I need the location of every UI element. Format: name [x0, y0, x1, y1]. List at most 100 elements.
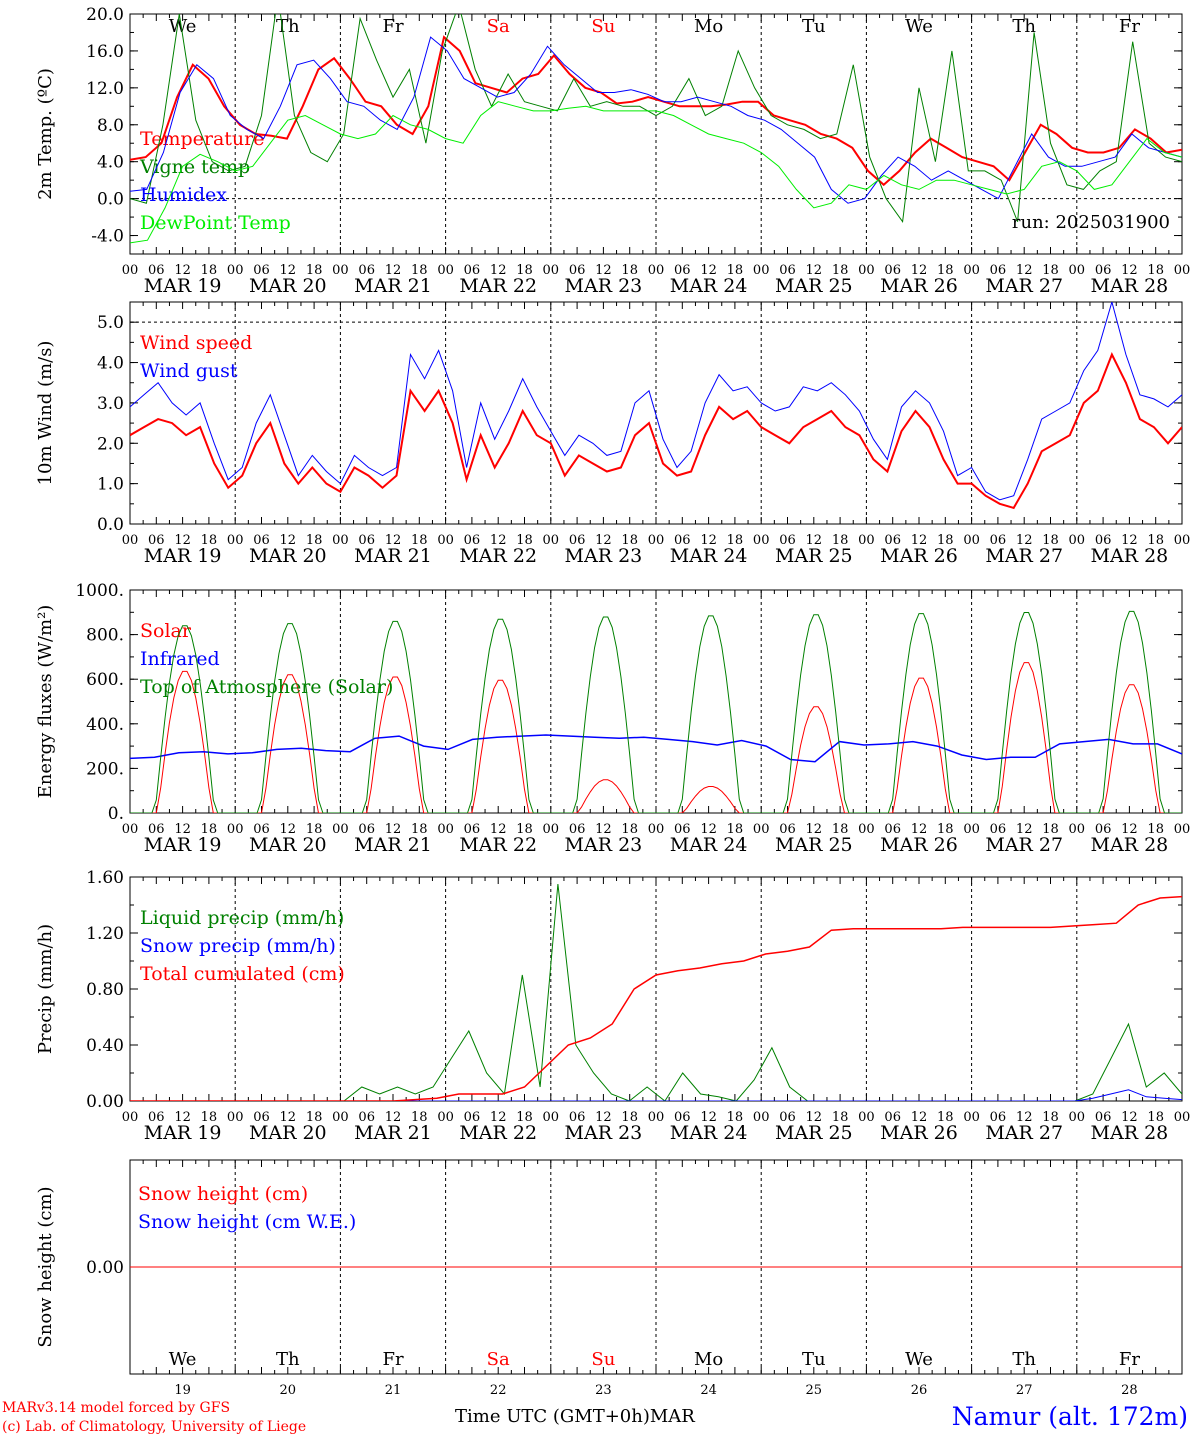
date-label: MAR 27	[985, 545, 1063, 567]
series-line-temperature	[130, 35, 1182, 187]
weekday-label: Mo	[694, 16, 723, 37]
hour-label: 18	[201, 263, 218, 278]
date-label: MAR 26	[880, 834, 958, 856]
y-tick-label: 2.0	[97, 434, 124, 454]
hour-label: 18	[201, 822, 218, 837]
hour-label: 00	[122, 263, 139, 278]
date-label: MAR 20	[249, 275, 327, 297]
hour-label: 06	[358, 1110, 375, 1125]
hour-label: 12	[1016, 1110, 1033, 1125]
date-label: MAR 26	[880, 275, 958, 297]
hour-label: 06	[569, 1110, 586, 1125]
legend-entry: Top of Atmosphere (Solar)	[140, 676, 393, 698]
legend-entry: Liquid precip (mm/h)	[140, 907, 344, 929]
day-number-label: 19	[174, 1383, 191, 1398]
series-line-wind-gust	[130, 302, 1182, 501]
weekday-label: Fr	[1119, 16, 1140, 37]
hour-label: 18	[306, 822, 323, 837]
hour-label: 06	[569, 263, 586, 278]
hour-label: 18	[1147, 533, 1164, 548]
hour-label: 00	[543, 533, 560, 548]
hour-label: 18	[1042, 822, 1059, 837]
hour-label: 12	[1016, 822, 1033, 837]
date-label: MAR 26	[880, 1122, 958, 1144]
hour-label: 06	[148, 533, 165, 548]
series-line-wind-speed	[130, 352, 1182, 510]
y-tick-label: 0.	[108, 804, 124, 824]
hour-label: 18	[1042, 263, 1059, 278]
date-label: MAR 27	[985, 834, 1063, 856]
weekday-label: Th	[1012, 16, 1036, 37]
hour-label: 12	[806, 263, 823, 278]
hour-label: 06	[779, 1110, 796, 1125]
hour-label: 06	[464, 822, 481, 837]
date-label: MAR 23	[565, 545, 643, 567]
hour-label: 12	[911, 822, 928, 837]
y-tick-label: 0.40	[86, 1036, 124, 1056]
hour-label: 00	[858, 1110, 875, 1125]
weekday-label: Su	[591, 16, 615, 37]
day-number-label: 27	[1016, 1383, 1033, 1398]
y-tick-label: 1.60	[86, 868, 124, 888]
hour-label: 12	[174, 822, 191, 837]
y-tick-label: 1.20	[86, 924, 124, 944]
hour-label: 18	[411, 533, 428, 548]
weekday-label: We	[169, 16, 197, 37]
weekday-label: Su	[591, 1349, 615, 1370]
hour-label: 12	[595, 822, 612, 837]
date-label: MAR 20	[249, 834, 327, 856]
y-tick-label: 200.	[86, 759, 124, 779]
hour-label: 12	[595, 533, 612, 548]
hour-label: 00	[753, 263, 770, 278]
time-axis-month: MAR	[649, 1406, 695, 1427]
series-line-dewpoint-temp	[130, 101, 1182, 244]
hour-label: 00	[1069, 1110, 1086, 1125]
hour-label: 18	[621, 263, 638, 278]
hour-label: 00	[858, 822, 875, 837]
y-tick-label: 16.0	[86, 42, 124, 62]
hour-label: 00	[227, 1110, 244, 1125]
time-axis-label: Time UTC (GMT+0h)	[455, 1406, 650, 1427]
run-annotation: run: 2025031900	[1012, 212, 1170, 233]
legend-entry: Total cumulated (cm)	[140, 963, 345, 985]
hour-label: 18	[201, 533, 218, 548]
hour-label: 18	[1042, 533, 1059, 548]
legend-entry: Temperature	[140, 128, 264, 150]
hour-label: 12	[174, 263, 191, 278]
hour-label: 12	[385, 822, 402, 837]
hour-label: 12	[911, 533, 928, 548]
hour-label: 06	[253, 533, 270, 548]
y-axis-title: 10m Wind (m/s)	[35, 341, 56, 486]
weekday-label: Tu	[802, 1349, 826, 1370]
hour-label: 06	[569, 533, 586, 548]
hour-label: 00	[858, 533, 875, 548]
hour-label: 18	[1147, 822, 1164, 837]
hour-label: 18	[201, 1110, 218, 1125]
date-label: MAR 22	[459, 275, 537, 297]
y-tick-label: 8.0	[97, 116, 124, 136]
hour-label: 06	[253, 822, 270, 837]
hour-label: 06	[779, 533, 796, 548]
date-label: MAR 24	[670, 834, 748, 856]
hour-label: 12	[490, 822, 507, 837]
hour-label: 06	[1095, 263, 1112, 278]
series-line-total-cumulated-cm-	[130, 895, 1182, 1101]
hour-label: 00	[963, 1110, 980, 1125]
day-number-label: 28	[1121, 1383, 1138, 1398]
hour-label: 06	[253, 1110, 270, 1125]
y-tick-label: 0.80	[86, 980, 124, 1000]
hour-label: 12	[280, 1110, 297, 1125]
hour-label: 18	[411, 822, 428, 837]
hour-label: 06	[1095, 533, 1112, 548]
y-axis-title: Energy fluxes (W/m²)	[35, 605, 56, 799]
hour-label: 12	[385, 263, 402, 278]
day-number-label: 24	[700, 1383, 717, 1398]
weekday-label: Mo	[694, 1349, 723, 1370]
hour-label: 18	[516, 822, 533, 837]
date-label: MAR 24	[670, 545, 748, 567]
date-label: MAR 21	[354, 545, 432, 567]
date-label: MAR 27	[985, 1122, 1063, 1144]
hour-label: 18	[306, 263, 323, 278]
hour-label: 12	[806, 1110, 823, 1125]
